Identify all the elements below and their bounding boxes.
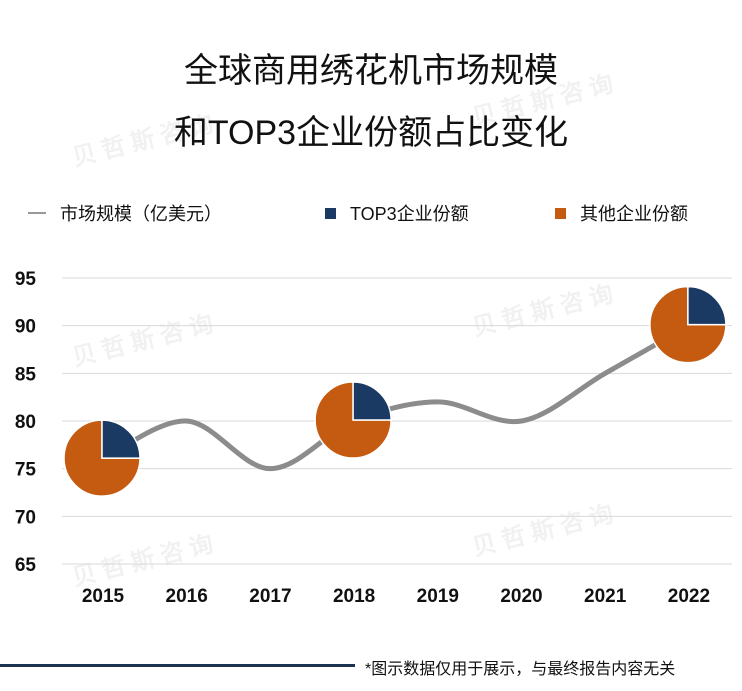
pie-marker-2018 [314, 381, 392, 459]
legend-label-top3-share: TOP3企业份额 [350, 204, 469, 224]
legend-square-swatch-top3 [325, 207, 336, 219]
legend: 市场规模（亿美元） TOP3企业份额 其他企业份额 [0, 200, 742, 230]
chart-title-line-1: 全球商用绣花机市场规模 [184, 52, 558, 90]
pie-slice-other [63, 419, 141, 497]
x-tick-label: 2015 [82, 586, 125, 607]
legend-square-swatch-other [555, 207, 566, 219]
y-tick-label: 75 [15, 460, 37, 481]
x-tick-label: 2022 [668, 586, 710, 607]
legend-item-other-share: 其他企业份额 [555, 200, 688, 226]
legend-label-other-share: 其他企业份额 [580, 204, 688, 224]
x-tick-label: 2017 [249, 586, 291, 607]
legend-line-swatch [28, 212, 46, 214]
x-tick-label: 2018 [333, 586, 375, 607]
footnote: *图示数据仅用于展示，与最终报告内容无关 [365, 661, 676, 678]
pie-slice-top3 [687, 285, 727, 326]
pie-marker-2015 [63, 419, 141, 497]
y-tick-label: 70 [15, 507, 36, 528]
legend-item-market-size: 市场规模（亿美元） [28, 200, 222, 226]
x-tick-label: 2016 [166, 586, 208, 607]
x-tick-label: 2019 [417, 586, 459, 607]
legend-label-market-size: 市场规模（亿美元） [60, 204, 222, 224]
pie-slice-top3 [352, 381, 392, 421]
x-tick-label: 2020 [500, 586, 542, 607]
y-tick-label: 85 [15, 364, 37, 385]
pie-slice-other [314, 381, 392, 459]
x-tick-label: 2021 [584, 586, 627, 607]
series-line-market-size [100, 323, 692, 472]
y-tick-label: 90 [15, 317, 36, 338]
pie-slice-top3 [101, 419, 141, 459]
legend-item-top3-share: TOP3企业份额 [325, 200, 469, 226]
pie-slice-other [649, 285, 727, 364]
footer-divider [0, 664, 355, 667]
pie-marker-2022 [649, 285, 727, 364]
chart-title: 全球商用绣花机市场规模 和TOP3企业份额占比变化 [0, 40, 742, 164]
y-tick-label: 95 [15, 269, 37, 290]
y-tick-label: 65 [15, 555, 37, 576]
y-tick-label: 80 [15, 412, 36, 433]
chart-title-line-2: 和TOP3企业份额占比变化 [173, 114, 569, 152]
